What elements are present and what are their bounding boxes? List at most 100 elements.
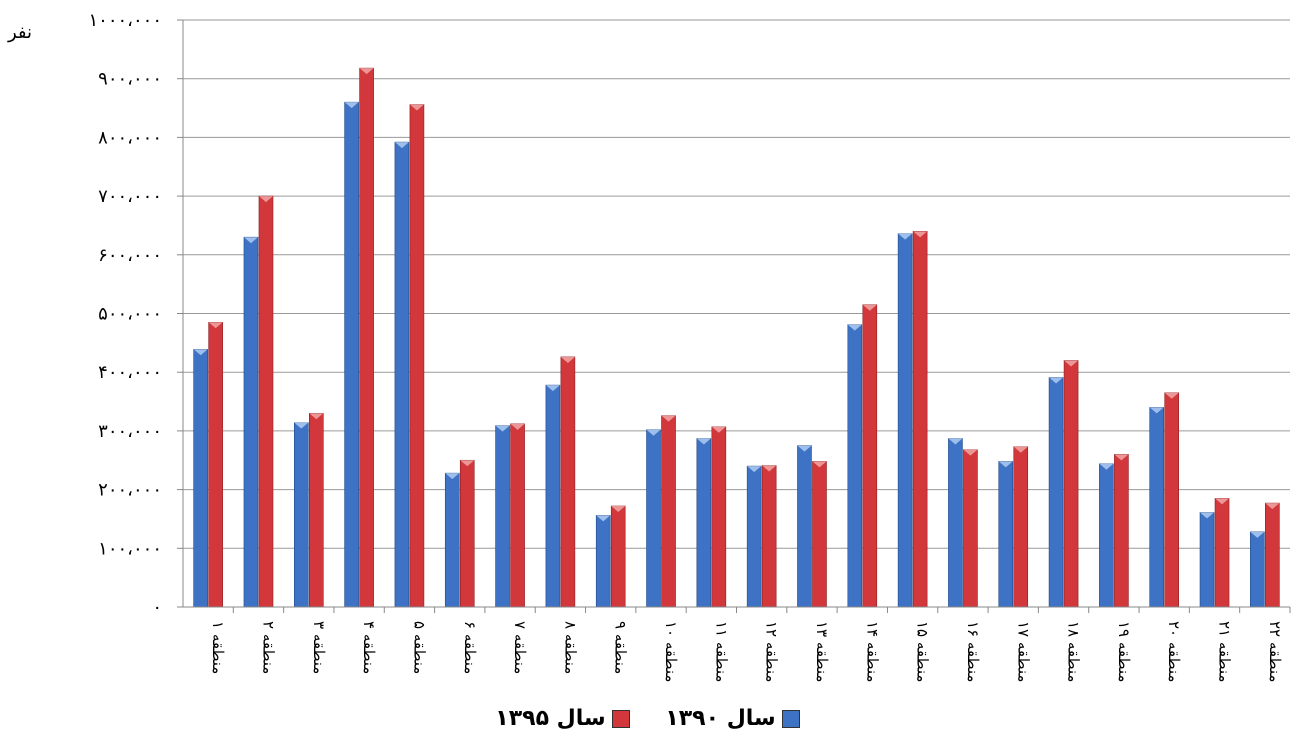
bar-cap [898,233,913,240]
bar-cap [193,349,208,356]
legend-swatch-1390 [781,709,800,728]
x-tick-label: منطقه ٧ [511,621,529,674]
bar-shading [1250,531,1265,608]
bar-shading [1063,360,1079,608]
bar-cap [1250,531,1265,538]
y-tick-label: ۵٠٠،٠٠٠ [98,304,162,325]
bar-shading [912,231,928,608]
bar-shading [711,426,727,608]
bar-cap [495,425,510,432]
bar-cap [1099,463,1114,470]
legend-label-1390: سال ١٣٩٠ [665,706,776,731]
x-tick-label: منطقه ١٨ [1065,621,1083,682]
bar-cap [1064,360,1079,367]
legend-swatch-1395 [611,709,630,728]
bar-shading [1114,454,1129,608]
bar-shading [646,429,661,608]
bar-shading [610,505,626,608]
bar-cap [1164,392,1179,399]
bar-shading [761,465,777,608]
bar-shading [243,236,259,608]
bar-shading [696,438,712,608]
bar-shading [948,438,963,608]
bar-shading [308,412,324,608]
bar-shading [1013,446,1029,608]
x-tick-label: منطقه ۵ [410,621,428,674]
bar-cap [596,515,611,522]
bar-cap [394,142,409,149]
bar-cap [359,68,374,75]
bar-shading [444,472,460,608]
y-tick-label: ٠ [152,597,162,618]
bar-shading [193,349,208,608]
legend-item-1390: سال ١٣٩٠ [665,706,800,731]
x-tick-label: منطقه ٣ [310,621,328,674]
bar-shading [293,422,309,608]
bar-shading [1099,463,1114,608]
x-tick-label: منطقه ٢ [259,621,277,674]
x-tick-label: منطقه ٩ [612,621,630,674]
bar-shading [862,304,878,608]
bar-shading [495,425,510,608]
y-tick-label: ١٠٠،٠٠٠ [98,538,162,559]
bar-cap [460,460,475,467]
x-tick-label: منطقه ١٢ [763,621,781,682]
bar-cap [1049,377,1064,384]
y-tick-label: ۴٠٠،٠٠٠ [98,362,162,383]
x-tick-label: منطقه ١۶ [964,621,982,682]
bar-shading [359,67,374,608]
x-tick-label: منطقه ٢٠ [1165,621,1183,682]
y-tick-label: ٣٠٠،٠٠٠ [98,421,162,442]
bar-shading [344,101,359,608]
bar-cap [243,237,258,244]
bar-shading [560,356,576,608]
bar-shading [746,465,762,608]
bar-shading [797,445,812,608]
y-tick-label: ۶٠٠،٠٠٠ [98,245,162,266]
bar-shading [394,141,410,608]
chart-legend: سال ١٣٩٠ سال ١٣٩۵ [0,706,1295,734]
bar-cap [1215,498,1230,505]
bar-cap [747,466,762,473]
bar-cap [294,422,309,429]
legend-item-1395: سال ١٣٩۵ [495,706,630,731]
x-tick-label: منطقه ۴ [360,621,378,674]
bar-shading [1149,407,1165,608]
bar-cap [762,465,777,472]
x-tick-label: منطقه ١۵ [914,621,932,682]
bar-cap [948,438,963,445]
bar-cap [344,102,359,109]
bar-shading [963,449,978,608]
x-tick-label: منطقه ١٧ [1014,621,1032,682]
bar-shading [998,461,1014,608]
bar-shading [897,233,913,608]
y-tick-label: ٩٠٠،٠٠٠ [98,69,162,90]
bar-cap [661,415,676,422]
bar-cap [1265,503,1280,510]
bar-cap [560,356,575,363]
bar-cap [1149,407,1164,414]
bar-cap [998,461,1013,468]
bar-cap [963,449,978,456]
bar-cap [1013,446,1028,453]
x-tick-label: منطقه ٨ [561,621,579,674]
bar-shading [1164,392,1180,608]
bar-shading [510,423,525,608]
bar-cap [208,322,223,329]
y-tick-label: ٢٠٠،٠٠٠ [98,480,162,501]
bar-shading [812,461,827,608]
x-tick-label: منطقه ١٩ [1115,621,1133,682]
bar-cap [847,324,862,331]
bar-shading [1265,502,1280,608]
bar-cap [545,385,560,392]
bar-shading [409,104,425,608]
bar-cap [258,196,273,203]
bar-shading [258,195,274,608]
legend-label-1395: سال ١٣٩۵ [495,706,606,731]
bar-cap [797,445,812,452]
bar-cap [510,423,525,430]
x-tick-label: منطقه ١ [209,621,227,674]
bar-cap [1200,512,1215,519]
y-tick-label: ١٠٠٠،٠٠٠ [89,10,163,31]
